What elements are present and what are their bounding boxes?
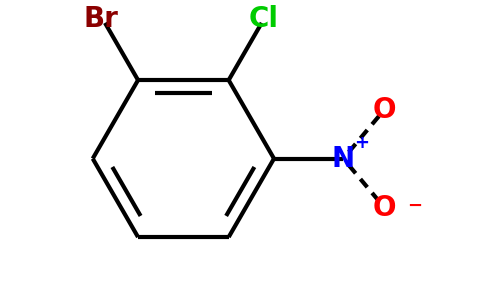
Text: N: N: [332, 145, 355, 172]
Text: O: O: [373, 96, 396, 124]
Text: Cl: Cl: [249, 4, 279, 33]
Text: Br: Br: [83, 4, 118, 33]
Text: O: O: [373, 194, 396, 222]
Text: +: +: [354, 134, 369, 152]
Text: −: −: [407, 196, 422, 214]
